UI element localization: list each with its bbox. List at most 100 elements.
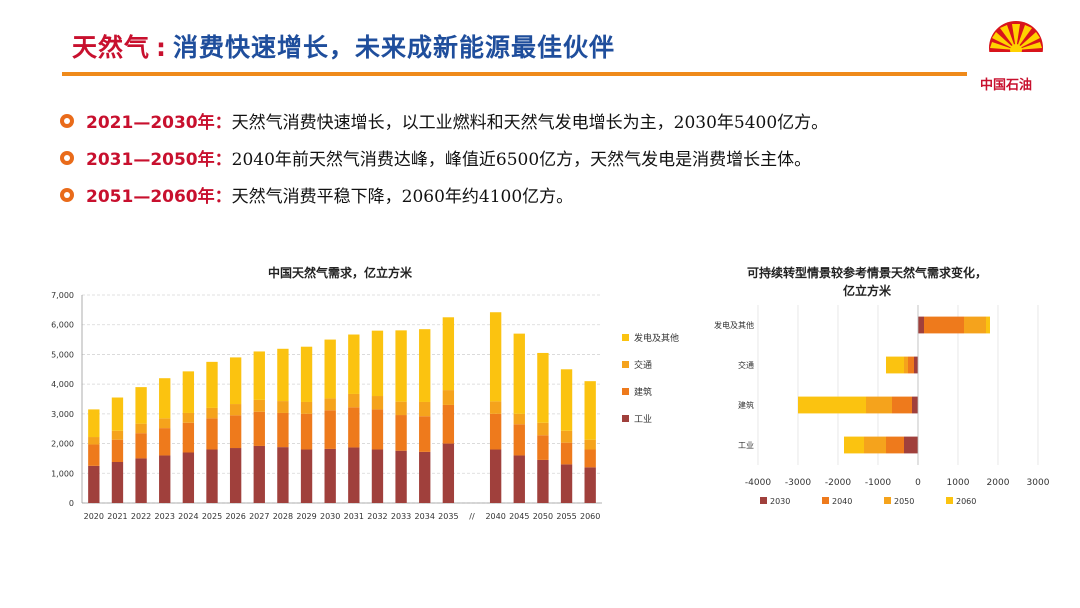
- bar-segment: [489, 312, 502, 402]
- bar-segment: [159, 418, 171, 429]
- bar-segment: [135, 387, 147, 424]
- bullet-text: 天然气消费快速增长，以工业燃料和天然气发电增长为主，2030年5400亿方。: [231, 113, 829, 133]
- bar-segment: [371, 449, 384, 503]
- x-tick-label: 2031: [344, 512, 364, 521]
- x-tick-label: 1000: [947, 478, 970, 488]
- bar-segment: [88, 409, 100, 438]
- bar-segment: [371, 330, 384, 397]
- bar-segment: [206, 418, 218, 450]
- bullet-icon: [60, 187, 74, 202]
- bullet-item: 2021—2030年： 天然气消费快速增长，以工业燃料和天然气发电增长为主，20…: [60, 108, 828, 133]
- bar-segment: [135, 423, 147, 434]
- x-tick-label: 2055: [556, 512, 576, 521]
- x-tick-label: 2030: [320, 512, 340, 521]
- bar-segment: [324, 339, 336, 399]
- bar-segment: [229, 448, 242, 503]
- x-tick-label: 2034: [415, 512, 435, 521]
- bar-segment: [560, 369, 573, 431]
- bar-segment: [442, 390, 455, 405]
- bar-segment: [111, 397, 124, 431]
- bar-segment: [182, 371, 195, 413]
- bar-segment: [277, 348, 289, 402]
- bar-segment: [560, 442, 573, 465]
- legend-label: 建筑: [634, 386, 652, 398]
- legend-label: 2050: [894, 497, 914, 506]
- x-tick-label: 2021: [107, 512, 127, 521]
- bar-segment: [324, 410, 336, 449]
- y-tick-label: 3,000: [51, 410, 74, 419]
- bar-segment: [277, 447, 289, 503]
- y-tick-label: 4,000: [51, 380, 74, 389]
- bar-segment: [513, 413, 525, 425]
- logo-text: 中国石油: [980, 78, 1033, 93]
- bar-segment: [206, 449, 218, 503]
- x-tick-label: 0: [915, 478, 921, 488]
- x-tick-label: 2029: [296, 512, 316, 521]
- bar-segment: [864, 436, 886, 454]
- bar-segment: [442, 404, 455, 444]
- x-tick-label: 2022: [131, 512, 151, 521]
- bar-segment: [395, 330, 407, 402]
- bullet-item: 2051—2060年： 天然气消费平稳下降，2060年约4100亿方。: [60, 182, 573, 207]
- x-tick-label: -1000: [865, 478, 891, 488]
- y-tick-label: 7,000: [51, 291, 74, 300]
- bar-segment: [537, 352, 549, 423]
- legend-swatch: [622, 361, 629, 368]
- bar-segment: [844, 436, 864, 454]
- y-tick-label: 2,000: [51, 440, 74, 449]
- x-tick-label: 2000: [987, 478, 1010, 488]
- bullet-period: 2031—2050年：: [86, 150, 232, 170]
- bar-segment: [964, 316, 986, 334]
- bullet-icon: [60, 113, 74, 128]
- bar-segment: [300, 413, 313, 450]
- bar-segment: [182, 452, 195, 503]
- bar-segment: [111, 439, 124, 462]
- bar-segment: [584, 467, 596, 503]
- x-tick-label: 2050: [533, 512, 553, 521]
- y-tick-label: 6,000: [51, 321, 74, 330]
- bar-segment: [798, 396, 866, 414]
- bar-segment: [371, 396, 384, 410]
- bar-segment: [914, 356, 918, 374]
- bar-segment: [348, 407, 360, 448]
- bar-segment: [206, 361, 218, 408]
- bar-segment: [229, 404, 242, 416]
- y-category-label: 发电及其他: [714, 320, 754, 330]
- bar-segment: [348, 334, 360, 394]
- bar-segment: [918, 316, 924, 334]
- title-part-gas: 天然气: [72, 33, 151, 62]
- bar-segment: [253, 411, 265, 446]
- bar-segment: [537, 422, 549, 436]
- x-tick-label: 2025: [202, 512, 222, 521]
- x-tick-label: 2032: [367, 512, 387, 521]
- bar-segment: [277, 401, 289, 413]
- x-tick-label: -2000: [825, 478, 851, 488]
- bar-segment: [348, 447, 360, 503]
- bar-segment: [419, 451, 431, 503]
- bar-segment: [489, 401, 502, 414]
- chart2-title: 可持续转型情景较参考情景天然气需求变化，亿立方米: [746, 266, 987, 298]
- x-tick-label: 2024: [178, 512, 198, 521]
- y-category-label: 工业: [738, 440, 754, 450]
- title-part-subtitle: 消费快速增长，未来成新能源最佳伙伴: [173, 33, 616, 62]
- x-tick-label: 2045: [509, 512, 529, 521]
- bar-segment: [88, 437, 100, 445]
- bar-segment: [886, 356, 904, 374]
- bar-segment: [537, 459, 549, 503]
- bar-segment: [513, 333, 525, 414]
- bar-segment: [904, 356, 908, 374]
- bar-segment: [442, 443, 455, 503]
- bar-segment: [111, 461, 124, 503]
- bar-segment: [912, 396, 918, 414]
- bar-segment: [513, 424, 525, 456]
- bar-segment: [135, 433, 147, 459]
- x-tick-label: 2035: [438, 512, 458, 521]
- bar-segment: [908, 356, 914, 374]
- bar-segment: [229, 357, 242, 405]
- legend-swatch: [622, 334, 629, 341]
- bar-segment: [904, 436, 918, 454]
- bar-segment: [159, 428, 171, 456]
- bullet-text: 天然气消费平稳下降，2060年约4100亿方。: [231, 187, 574, 207]
- legend-swatch: [622, 388, 629, 395]
- bar-segment: [584, 449, 596, 468]
